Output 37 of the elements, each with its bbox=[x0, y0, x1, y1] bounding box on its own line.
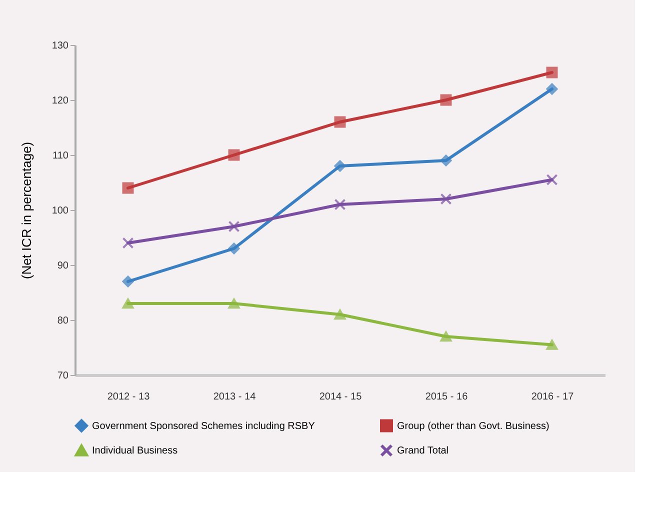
point bbox=[122, 298, 134, 309]
point bbox=[440, 94, 452, 106]
y-tick-label: 100 bbox=[52, 206, 69, 216]
point bbox=[546, 340, 558, 350]
point bbox=[440, 154, 452, 166]
point bbox=[228, 220, 240, 232]
point bbox=[334, 309, 346, 320]
point bbox=[334, 198, 346, 210]
x-tick-label: 2014 - 15 bbox=[319, 392, 362, 402]
y-axis-title: (Net ICR in percentage) bbox=[18, 142, 34, 280]
point bbox=[546, 83, 558, 95]
point bbox=[334, 116, 346, 128]
x-tick-label: 2015 - 16 bbox=[425, 392, 468, 402]
x-tick-label: 2013 - 14 bbox=[213, 392, 256, 402]
point bbox=[440, 193, 452, 205]
point bbox=[122, 237, 134, 249]
legend-label: Government Sponsored Schemes including RSBY bbox=[92, 420, 316, 432]
y-tick-label: 80 bbox=[57, 316, 69, 326]
y-tick-label: 70 bbox=[57, 370, 69, 382]
legend-label: Group (other than Govt. Business) bbox=[397, 420, 550, 432]
point bbox=[228, 149, 240, 161]
y-tick-label: 130 bbox=[52, 40, 69, 52]
y-tick-label: 90 bbox=[57, 260, 69, 272]
point bbox=[334, 160, 346, 172]
legend-label: Grand Total bbox=[397, 446, 449, 456]
point bbox=[228, 298, 240, 309]
legend-label: Individual Business bbox=[92, 446, 178, 456]
y-tick-label: 120 bbox=[52, 96, 69, 106]
point bbox=[122, 276, 134, 288]
x-tick-label: 2012 - 13 bbox=[107, 392, 150, 402]
point bbox=[546, 174, 558, 186]
point bbox=[122, 182, 134, 194]
y-tick-label: 110 bbox=[52, 150, 69, 162]
point bbox=[546, 66, 558, 78]
point bbox=[228, 242, 240, 254]
x-tick-label: 2016 - 17 bbox=[531, 392, 574, 402]
point bbox=[440, 331, 452, 342]
